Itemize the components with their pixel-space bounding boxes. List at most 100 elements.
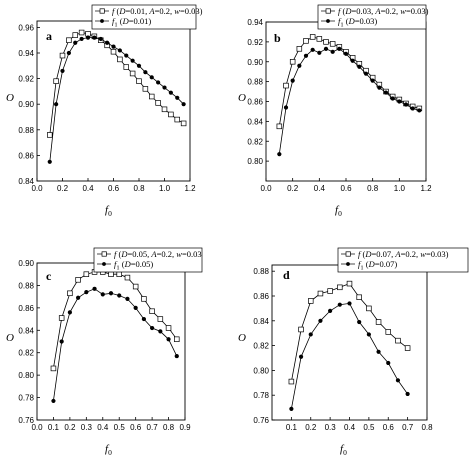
legend-entry-part: =0.03): [426, 249, 449, 259]
data-point-dot: [149, 75, 154, 80]
data-point-dot: [60, 68, 65, 74]
legend: f (D=0.01, A=0.2, w=0.03)f1 (D=0.01): [91, 4, 203, 30]
series-line-square: [53, 271, 178, 369]
data-point-square: [108, 271, 114, 277]
x-tick-label: 0.8: [367, 184, 379, 193]
legend-entry-part: (: [116, 249, 121, 259]
legend-entry-part: f: [114, 259, 118, 269]
data-point-square: [155, 100, 161, 106]
legend-entry-part: (: [118, 16, 123, 26]
x-tick-label: 0.8: [421, 423, 433, 432]
data-point-dot: [383, 90, 389, 95]
panel-label: b: [274, 31, 281, 45]
x-tick-label: 0.0: [31, 184, 43, 193]
x-tick-label: 0.2: [287, 184, 299, 193]
legend-entry-part: f: [114, 249, 118, 259]
legend-entry-part: w: [176, 249, 182, 259]
x-tick-label: 0.1: [48, 423, 60, 432]
legend-entry-part: (: [114, 6, 119, 16]
legend-entry: f1 (D=0.05): [114, 259, 153, 272]
y-tick-label: 0.82: [247, 137, 263, 146]
data-point-dot: [337, 302, 342, 307]
data-point-dot: [290, 78, 295, 83]
data-point-dot: [105, 40, 110, 45]
legend-entry-part: w: [420, 249, 426, 259]
y-tick-label: 0.86: [247, 98, 263, 107]
data-point-dot: [366, 332, 371, 337]
data-point-dot: [84, 290, 89, 295]
data-point-square: [298, 326, 304, 333]
y-tick-label: 0.88: [253, 267, 269, 276]
x-tick-label: 0.6: [383, 423, 395, 432]
data-point-square: [283, 82, 289, 89]
data-point-dot: [124, 53, 129, 58]
legend-entry-part: (: [344, 16, 349, 26]
legend-entry-part: =0.01): [129, 16, 152, 26]
x-tick-label: 0.0: [31, 423, 43, 432]
legend-entry-part: f: [358, 249, 362, 259]
y-tick-label: 0.88: [18, 126, 34, 135]
y-tick-label: 0.92: [247, 38, 263, 47]
data-point-dot: [98, 36, 103, 42]
panel-label: c: [46, 269, 52, 283]
series-line-dot: [278, 48, 420, 155]
legend-entry: f (D=0.07, A=0.2, w=0.03): [358, 249, 449, 259]
data-point-square: [83, 271, 90, 277]
legend-entry-part: =0.2,: [155, 6, 175, 16]
legend-box: [93, 247, 203, 273]
y-tick-label: 0.86: [253, 292, 269, 301]
data-point-dot: [117, 293, 122, 298]
panel-label: d: [283, 268, 290, 282]
legend-entry-part: A: [374, 6, 381, 16]
data-point-dot: [357, 64, 362, 69]
data-point-dot: [136, 63, 142, 68]
legend-entry-part: (: [360, 249, 365, 259]
y-tick-label: 0.94: [247, 18, 263, 27]
data-point-dot: [166, 337, 171, 342]
y-tick-label: 0.76: [253, 416, 269, 425]
x-tick-label: 0.3: [81, 423, 93, 432]
legend-entry-part: f: [112, 16, 116, 26]
data-point-dot: [347, 301, 352, 306]
data-point-square: [124, 274, 131, 281]
y-tick-label: 0.90: [247, 58, 263, 67]
data-point-dot: [73, 40, 78, 45]
legend-entry-part: f: [112, 6, 116, 16]
data-point-square: [161, 106, 168, 113]
data-point-square: [375, 319, 382, 325]
data-point-square: [58, 315, 65, 321]
data-point-square: [165, 325, 172, 331]
data-point-square: [289, 58, 296, 65]
data-point-square: [385, 329, 392, 335]
data-point-square: [141, 296, 147, 302]
data-point-dot: [310, 47, 315, 52]
data-point-dot: [395, 378, 401, 383]
legend-entry-part: =0.07): [375, 259, 398, 269]
data-point-dot: [66, 50, 71, 56]
data-point-dot: [386, 360, 391, 366]
y-axis-label: O: [238, 92, 246, 104]
data-point-dot: [100, 292, 105, 297]
data-point-square: [129, 70, 136, 77]
x-axis-label: f0: [105, 443, 112, 457]
legend-entry-part: D: [120, 249, 128, 259]
data-point-dot: [162, 85, 167, 90]
legend-dot-marker: [102, 262, 106, 266]
data-point-dot: [130, 58, 135, 63]
data-point-square: [276, 123, 283, 130]
chart-panel-c: 0.0 0.1 0.2 0.3 0.4 0.5 0.6 0.7 0.8 0.9 0.76 0.78 0.…: [6, 247, 203, 457]
y-tick-label: 0.84: [253, 317, 269, 326]
y-tick-label: 0.82: [18, 349, 34, 358]
data-point-square: [329, 41, 336, 47]
legend-entry: f (D=0.05, A=0.2, w=0.03: [114, 249, 202, 259]
y-tick-label: 0.80: [18, 371, 34, 380]
data-point-dot: [350, 58, 355, 63]
series-line-dot: [291, 302, 408, 409]
y-tick-label: 0.84: [18, 177, 34, 186]
data-point-square: [356, 294, 362, 300]
data-point-dot: [289, 406, 294, 411]
data-point-dot: [297, 63, 302, 68]
legend-entry-part: D: [118, 6, 126, 16]
data-point-dot: [133, 305, 138, 310]
data-point-dot: [410, 106, 415, 111]
